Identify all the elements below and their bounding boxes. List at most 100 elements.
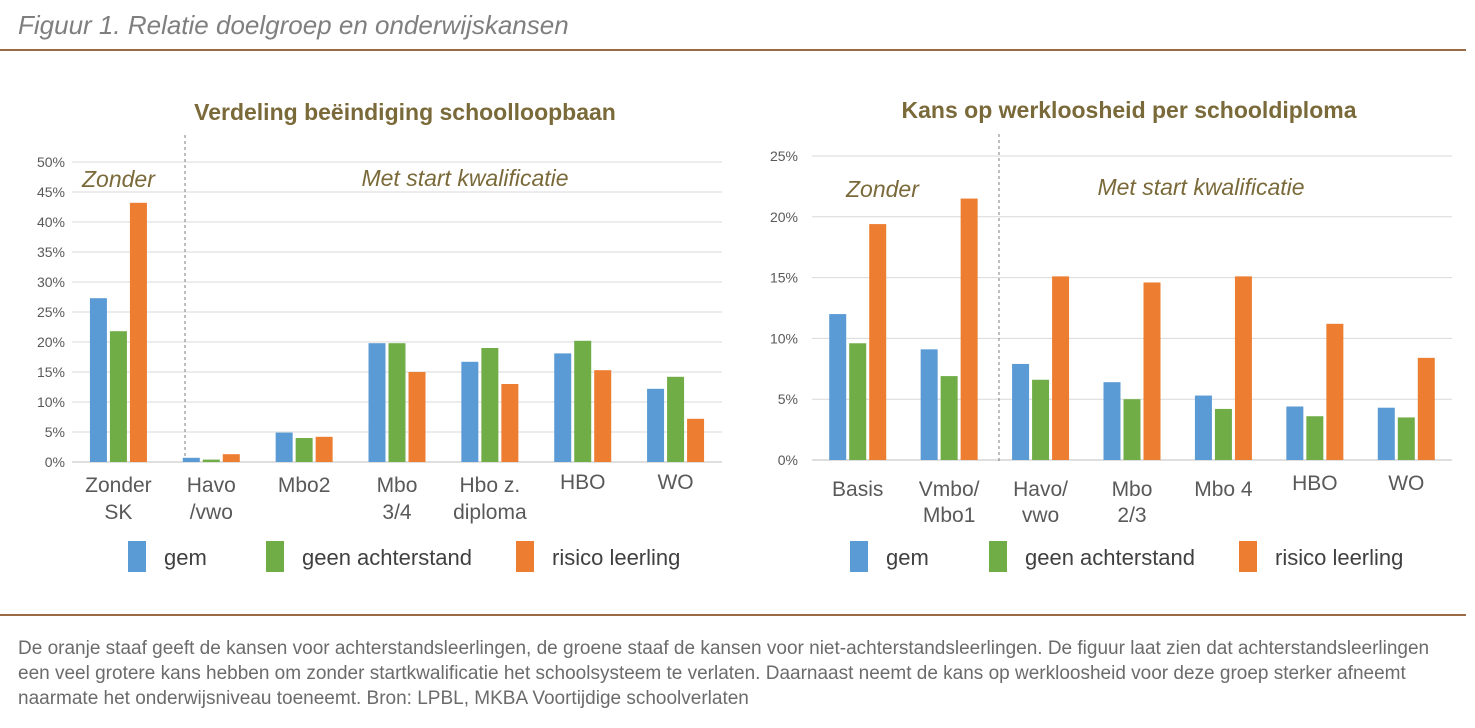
bar-gem-2 — [1012, 363, 1030, 460]
bar-geen-achterstand-3 — [388, 343, 406, 462]
x-category-label: Mbo 3/4 — [377, 474, 418, 524]
bar-geen-achterstand-6 — [1397, 417, 1415, 460]
legend-swatch-risico-leerling — [1239, 541, 1257, 572]
chart-1-group-label-met-sk: Met start kwalificatie — [361, 165, 568, 191]
chart-2-yticks: 0% 5% 10% 15% 20% 25% — [770, 148, 798, 468]
y-tick-label: 25% — [770, 148, 798, 164]
bar-risico-leerling-4 — [501, 384, 519, 462]
bar-gem-4 — [1194, 395, 1212, 460]
bar-risico-leerling-6 — [1417, 357, 1435, 460]
bar-gem-6 — [647, 388, 665, 462]
bar-gem-6 — [1377, 407, 1395, 460]
bar-geen-achterstand-1 — [202, 459, 220, 462]
bar-gem-5 — [554, 353, 572, 462]
legend-swatch-geen-achterstand — [989, 541, 1007, 572]
y-tick-label: 0% — [45, 454, 65, 470]
bar-gem-1 — [920, 349, 938, 460]
legend-label-geen-achterstand: geen achterstand — [1025, 545, 1195, 570]
bar-geen-achterstand-1 — [940, 376, 958, 460]
y-tick-label: 5% — [778, 391, 798, 407]
bar-geen-achterstand-5 — [574, 340, 592, 462]
bar-geen-achterstand-2 — [1032, 379, 1050, 460]
legend-label-geen-achterstand: geen achterstand — [302, 545, 472, 570]
y-tick-label: 50% — [37, 154, 65, 170]
legend-label-gem: gem — [886, 545, 929, 570]
legend-label-risico-leerling: risico leerling — [1275, 545, 1403, 570]
bar-geen-achterstand-3 — [1123, 399, 1141, 460]
x-category-label: Mbo 4 — [1194, 478, 1253, 501]
bar-risico-leerling-0 — [869, 224, 887, 460]
chart-1-grid — [72, 161, 722, 463]
bar-risico-leerling-1 — [222, 454, 240, 462]
bar-risico-leerling-5 — [594, 370, 612, 462]
chart-1-title: Verdeling beëindiging schoolloopbaan — [194, 99, 616, 125]
y-tick-label: 25% — [37, 304, 65, 320]
chart-2-bars — [829, 198, 1435, 460]
chart-2-group-label-zonder: Zonder — [845, 176, 920, 202]
y-tick-label: 35% — [37, 244, 65, 260]
chart-2-title: Kans op werkloosheid per schooldiploma — [902, 97, 1357, 123]
chart-1-xlabels: Zonder SK Havo/vwo Mbo2 Mbo 3/4 Hbo z. diploma H… — [85, 471, 693, 524]
bar-gem-0 — [89, 298, 107, 462]
chart-1-legend: gem geen achterstand risico leerling — [128, 541, 680, 572]
bar-geen-achterstand-0 — [849, 343, 867, 460]
bar-risico-leerling-1 — [960, 198, 978, 460]
bar-gem-2 — [275, 432, 293, 462]
y-tick-label: 45% — [37, 184, 65, 200]
y-tick-label: 20% — [770, 209, 798, 225]
bar-geen-achterstand-4 — [1214, 408, 1232, 460]
bar-gem-4 — [461, 361, 479, 462]
legend-swatch-geen-achterstand — [266, 541, 284, 572]
chart-2-group-label-met-sk: Met start kwalificatie — [1097, 174, 1304, 200]
bar-geen-achterstand-0 — [109, 331, 127, 462]
chart-2-legend: gem geen achterstand risico leerling — [850, 541, 1403, 572]
bar-risico-leerling-3 — [408, 372, 426, 462]
chart-distribution: Verdeling beëindiging schoolloopbaan 0% 5… — [37, 99, 722, 572]
chart-2-xlabels: Basis Vmbo/Mbo1 Havo/vwo Mbo 2/3 Mbo 4 HBO WO — [832, 472, 1424, 527]
figure-title: Figuur 1. Relatie doelgroep en onderwijs… — [18, 10, 569, 40]
x-category-label: Basis — [832, 478, 883, 501]
bar-risico-leerling-6 — [687, 418, 705, 462]
x-category-label: Havo/vwo — [187, 474, 236, 524]
x-category-label: WO — [1388, 472, 1424, 495]
legend-label-risico-leerling: risico leerling — [552, 545, 680, 570]
bar-gem-1 — [182, 457, 200, 462]
x-category-label: Hbo z. diploma — [453, 474, 527, 524]
y-tick-label: 30% — [37, 274, 65, 290]
x-category-label: Havo/vwo — [1013, 478, 1068, 527]
figure-caption: De oranje staaf geeft de kansen voor ach… — [18, 638, 1430, 709]
bar-geen-achterstand-6 — [667, 376, 685, 462]
bar-gem-0 — [829, 314, 847, 460]
chart-1-bars — [89, 202, 705, 463]
y-tick-label: 10% — [37, 394, 65, 410]
bar-gem-3 — [1103, 382, 1121, 460]
chart-1-yticks: 0% 5% 10% 15% 20% 25% 30% 35% 40% 45% 50% — [37, 154, 65, 470]
bar-risico-leerling-2 — [1052, 276, 1070, 460]
x-category-label: Vmbo/Mbo1 — [919, 478, 980, 527]
bar-geen-achterstand-4 — [481, 348, 499, 462]
y-tick-label: 40% — [37, 214, 65, 230]
bar-gem-3 — [368, 343, 386, 462]
chart-1-group-label-zonder: Zonder — [81, 166, 156, 192]
legend-swatch-risico-leerling — [516, 541, 534, 572]
y-tick-label: 5% — [45, 424, 65, 440]
bar-geen-achterstand-2 — [295, 438, 313, 462]
x-category-label: WO — [657, 471, 693, 494]
legend-label-gem: gem — [164, 545, 207, 570]
bar-risico-leerling-0 — [129, 202, 147, 463]
bar-gem-5 — [1286, 406, 1304, 460]
bar-risico-leerling-2 — [315, 436, 333, 462]
legend-swatch-gem — [128, 541, 146, 572]
y-tick-label: 20% — [37, 334, 65, 350]
bottom-rule — [0, 614, 1466, 616]
bar-risico-leerling-3 — [1143, 282, 1161, 460]
x-category-label: Zonder SK — [85, 474, 152, 524]
bar-geen-achterstand-5 — [1306, 416, 1324, 460]
top-rule — [0, 49, 1466, 51]
y-tick-label: 15% — [770, 270, 798, 286]
bar-risico-leerling-4 — [1234, 276, 1252, 460]
x-category-label: Mbo2 — [278, 474, 331, 497]
x-category-label: HBO — [1292, 472, 1338, 495]
y-tick-label: 15% — [37, 364, 65, 380]
